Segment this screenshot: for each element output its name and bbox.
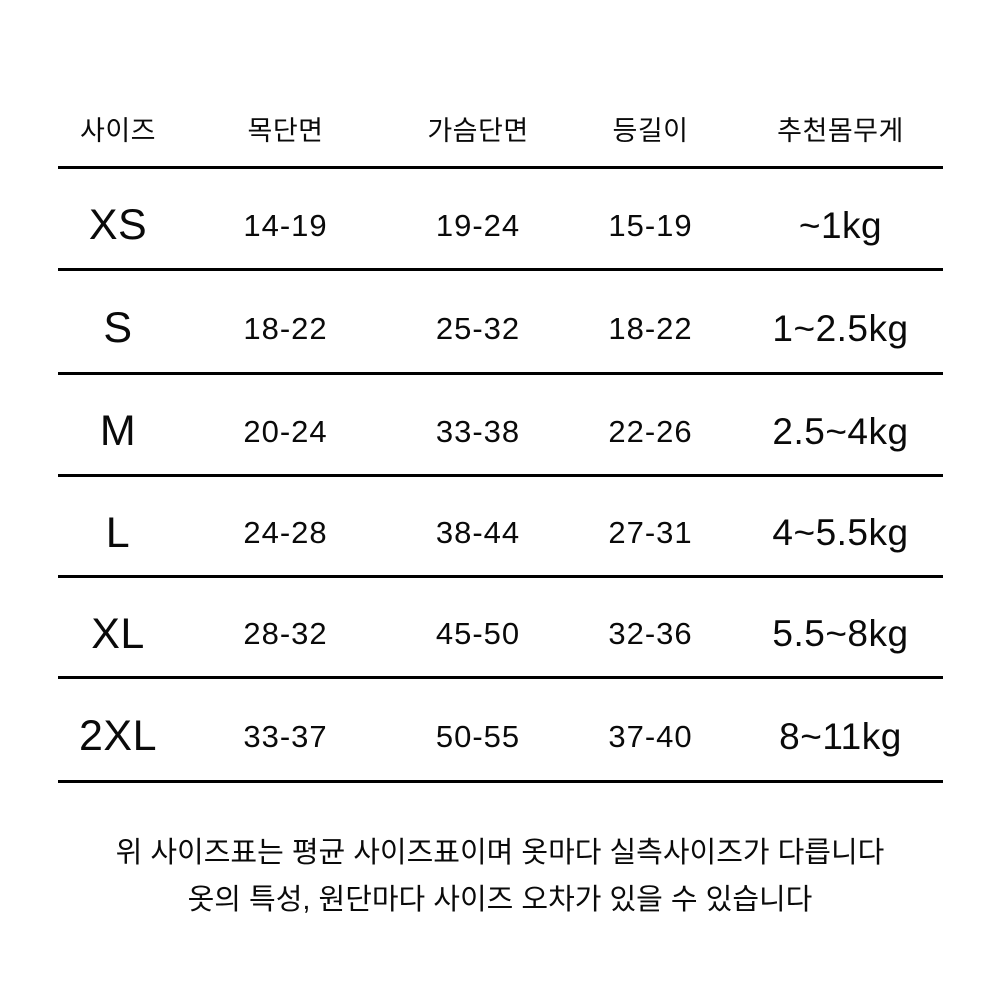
column-header-neck: 목단면 bbox=[247, 115, 324, 146]
back-value: 18-22 bbox=[608, 310, 693, 346]
weight-value: 8~11kg bbox=[779, 715, 902, 757]
neck-value: 14-19 bbox=[243, 207, 328, 243]
weight-value: 5.5~8kg bbox=[772, 613, 909, 654]
column-header-size: 사이즈 bbox=[79, 115, 157, 146]
size-value: L bbox=[105, 508, 131, 557]
weight-value: 4~5.5kg bbox=[772, 512, 909, 553]
weight-value: 1~2.5kg bbox=[772, 307, 909, 349]
column-header-chest: 가슴단면 bbox=[427, 115, 529, 146]
back-value: 37-40 bbox=[608, 718, 693, 754]
chest-value: 33-38 bbox=[435, 413, 521, 449]
chest-value: 50-55 bbox=[435, 718, 521, 754]
size-value: 2XL bbox=[78, 712, 157, 760]
footnote: 위 사이즈표는 평균 사이즈표이며 옷마다 실측사이즈가 다릅니다 옷의 특성,… bbox=[0, 830, 1000, 924]
table-row-xl: XL 28-32 45-50 32-36 5.5~8kg bbox=[58, 578, 943, 679]
size-value: M bbox=[99, 407, 137, 455]
table-row-xs: XS 14-19 19-24 15-19 ~1kg bbox=[58, 169, 943, 271]
chest-value: 25-32 bbox=[435, 310, 521, 346]
size-value: XS bbox=[88, 201, 148, 249]
column-header-back: 등길이 bbox=[612, 115, 689, 146]
column-header-weight: 추천몸무게 bbox=[777, 115, 904, 146]
table-row-l: L 24-28 38-44 27-31 4~5.5kg bbox=[58, 477, 943, 578]
neck-value: 18-22 bbox=[243, 310, 328, 346]
neck-value: 24-28 bbox=[243, 515, 328, 550]
size-value: S bbox=[103, 304, 133, 352]
neck-value: 20-24 bbox=[243, 413, 328, 449]
size-value: XL bbox=[91, 609, 145, 658]
table-row-2xl: 2XL 33-37 50-55 37-40 8~11kg bbox=[58, 679, 943, 783]
table-header-row: 사이즈 목단면 가슴단면 등길이 추천몸무게 bbox=[58, 90, 943, 169]
back-value: 27-31 bbox=[608, 515, 693, 550]
table-row-s: S 18-22 25-32 18-22 1~2.5kg bbox=[58, 271, 943, 375]
back-value: 22-26 bbox=[608, 413, 693, 449]
back-value: 15-19 bbox=[608, 207, 693, 243]
chest-value: 38-44 bbox=[435, 515, 521, 550]
chest-value: 45-50 bbox=[435, 616, 521, 651]
table-row-m: M 20-24 33-38 22-26 2.5~4kg bbox=[58, 375, 943, 477]
size-table: 사이즈 목단면 가슴단면 등길이 추천몸무게 XS 14-19 19-24 15… bbox=[58, 90, 943, 783]
neck-value: 28-32 bbox=[243, 616, 328, 651]
weight-value: 2.5~4kg bbox=[772, 410, 909, 452]
neck-value: 33-37 bbox=[243, 718, 328, 754]
footnote-line-1: 위 사이즈표는 평균 사이즈표이며 옷마다 실측사이즈가 다릅니다 bbox=[115, 837, 885, 869]
chest-value: 19-24 bbox=[435, 207, 521, 243]
back-value: 32-36 bbox=[608, 616, 693, 651]
footnote-line-2: 옷의 특성, 원단마다 사이즈 오차가 있을 수 있습니다 bbox=[187, 884, 813, 916]
weight-value: ~1kg bbox=[798, 204, 883, 246]
